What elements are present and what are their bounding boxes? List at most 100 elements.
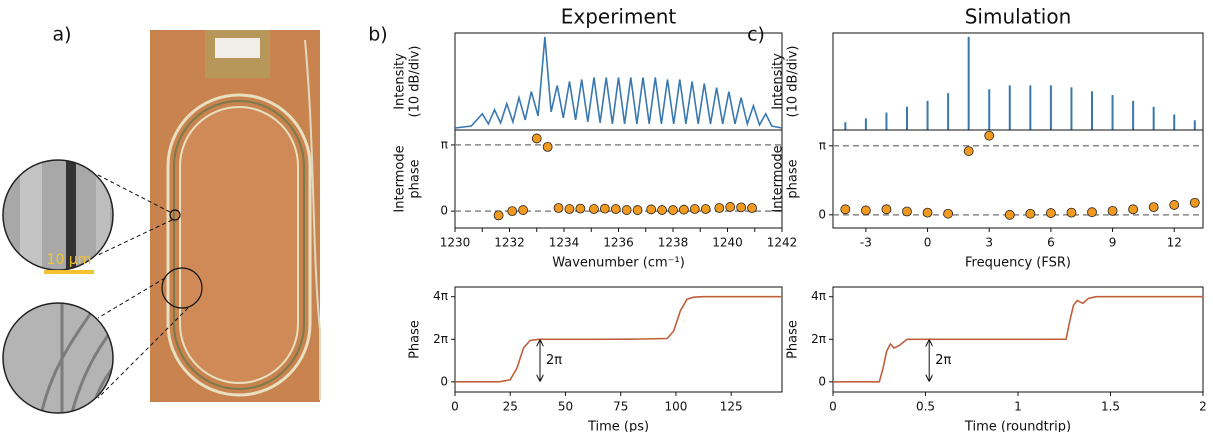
point bbox=[725, 202, 736, 212]
x-tick-label: 3 bbox=[985, 236, 993, 250]
point bbox=[860, 205, 871, 216]
x-tick-label: 0.5 bbox=[916, 400, 935, 414]
x-tick-label: 9 bbox=[1109, 236, 1117, 250]
x-tick-label: 1236 bbox=[603, 236, 634, 250]
point bbox=[1025, 208, 1036, 219]
point bbox=[1045, 208, 1056, 218]
point bbox=[589, 204, 599, 214]
point bbox=[984, 130, 995, 141]
annotation: 2π bbox=[546, 353, 562, 368]
x-tick-label: 1232 bbox=[494, 236, 525, 250]
point bbox=[531, 133, 542, 144]
panel-label: b) bbox=[368, 24, 387, 46]
point bbox=[881, 204, 892, 215]
data-line bbox=[454, 36, 783, 129]
x-tick-label: 125 bbox=[720, 400, 743, 414]
axes-frame bbox=[832, 32, 1204, 131]
point bbox=[493, 210, 504, 221]
chart-title: Experiment bbox=[561, 5, 677, 29]
x-tick-label: 1240 bbox=[712, 236, 743, 250]
x-tick-label: 1.5 bbox=[1101, 400, 1120, 414]
x-axis-label: Frequency (FSR) bbox=[965, 256, 1071, 271]
data-line bbox=[455, 295, 782, 383]
y-tick-label: 2π bbox=[433, 332, 448, 346]
point bbox=[902, 206, 912, 217]
point bbox=[553, 203, 564, 213]
chart-title: Simulation bbox=[965, 5, 1072, 29]
point bbox=[507, 206, 518, 217]
point bbox=[714, 203, 725, 213]
x-tick-label: 2 bbox=[1199, 400, 1207, 414]
panel-label: c) bbox=[747, 24, 765, 46]
point bbox=[610, 204, 621, 214]
y-axis-label: Intermode bbox=[771, 145, 786, 212]
point bbox=[736, 202, 747, 213]
point bbox=[657, 205, 667, 215]
point bbox=[646, 204, 657, 215]
x-axis-label: Time (roundtrip) bbox=[964, 420, 1071, 432]
point bbox=[632, 205, 643, 215]
point bbox=[963, 146, 974, 156]
y-tick-label: 0 bbox=[818, 207, 826, 221]
y-axis-label: (10 dB/div) bbox=[408, 46, 423, 118]
x-tick-label: 0 bbox=[451, 400, 459, 414]
point bbox=[542, 141, 553, 152]
x-tick-label: 75 bbox=[613, 400, 628, 414]
point bbox=[668, 205, 678, 215]
panel-label: a) bbox=[52, 24, 71, 46]
x-tick-label: 12 bbox=[1167, 236, 1182, 250]
y-axis-label: phase bbox=[408, 159, 423, 198]
y-tick-label: 0 bbox=[440, 374, 448, 388]
point bbox=[689, 204, 700, 214]
point bbox=[679, 204, 689, 215]
x-tick-label: 100 bbox=[664, 400, 687, 414]
x-tick-label: -3 bbox=[860, 236, 872, 250]
x-tick-label: 1234 bbox=[549, 236, 580, 250]
y-tick-label: 0 bbox=[818, 374, 826, 388]
x-tick-label: 6 bbox=[1047, 236, 1055, 250]
annotation: 2π bbox=[935, 353, 951, 368]
y-axis-label: Intermode bbox=[393, 145, 408, 212]
y-axis-label: Intensity bbox=[393, 53, 408, 110]
y-tick-label: 4π bbox=[433, 289, 448, 303]
y-tick-label: π bbox=[441, 137, 448, 151]
scale-bar-label: 10 µm bbox=[47, 252, 92, 268]
y-axis-label: phase bbox=[786, 159, 801, 198]
point bbox=[1148, 202, 1159, 213]
y-tick-label: π bbox=[819, 138, 826, 152]
point bbox=[1066, 207, 1077, 218]
point bbox=[621, 205, 632, 215]
y-tick-label: 4π bbox=[811, 289, 826, 303]
y-tick-label: 0 bbox=[440, 204, 448, 218]
x-tick-label: 0 bbox=[829, 400, 837, 414]
x-tick-label: 1 bbox=[1014, 400, 1022, 414]
data-line bbox=[833, 295, 1203, 383]
point bbox=[943, 208, 954, 219]
x-axis-label: Time (ps) bbox=[587, 420, 649, 432]
point bbox=[840, 204, 851, 215]
point bbox=[700, 204, 711, 214]
y-axis-label: Intensity bbox=[771, 53, 786, 110]
point bbox=[747, 203, 757, 213]
point bbox=[1087, 207, 1097, 218]
micrograph bbox=[2, 30, 321, 414]
point bbox=[1107, 205, 1118, 216]
point bbox=[1169, 200, 1180, 210]
y-axis-label: (10 dB/div) bbox=[786, 46, 801, 118]
y-axis-label: Phase bbox=[408, 320, 423, 359]
point bbox=[1189, 197, 1200, 208]
axes-frame bbox=[832, 129, 1204, 229]
point bbox=[564, 204, 575, 214]
x-tick-label: 1238 bbox=[658, 236, 689, 250]
x-tick-label: 1230 bbox=[440, 236, 471, 250]
point bbox=[599, 203, 610, 214]
point bbox=[575, 203, 586, 214]
point bbox=[1128, 204, 1139, 215]
x-axis-label: Wavenumber (cm⁻¹) bbox=[552, 256, 685, 271]
point bbox=[922, 207, 933, 218]
x-tick-label: 1242 bbox=[767, 236, 798, 250]
y-tick-label: 2π bbox=[811, 332, 826, 346]
y-axis-label: Phase bbox=[786, 320, 801, 359]
point bbox=[1004, 209, 1015, 220]
